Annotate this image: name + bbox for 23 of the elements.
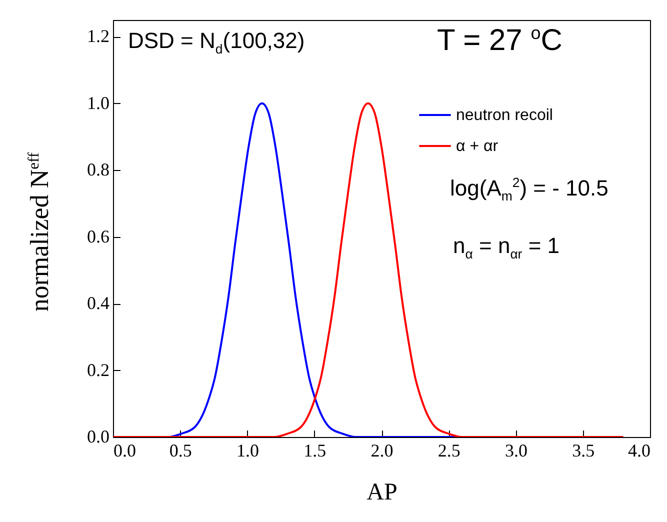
annotation: n$_{α}$ = n$_{αr}$ = 1 bbox=[453, 233, 560, 262]
y-tick-label: 0.2 bbox=[87, 360, 110, 380]
x-tick-label: 1.5 bbox=[304, 440, 326, 460]
y-tick-label: 0.8 bbox=[87, 160, 110, 180]
legend-label: neutron recoil bbox=[456, 107, 553, 124]
annotation: log(A$_{m}$$^{2}$) = - 10.5 bbox=[450, 175, 608, 204]
x-tick-label: 2.0 bbox=[370, 440, 394, 460]
x-tick-label: 0.0 bbox=[114, 440, 136, 460]
annotation: T = 27 $^{o}$C bbox=[437, 23, 562, 57]
x-axis-title: AP bbox=[366, 480, 398, 506]
x-tick-label: 3.0 bbox=[505, 440, 528, 460]
y-tick-label: 1.0 bbox=[87, 92, 110, 113]
x-tick-label: 1.0 bbox=[236, 440, 259, 460]
annotation: DSD = N$_{d}$(100,32) bbox=[128, 28, 305, 56]
x-tick-label: 0.5 bbox=[169, 440, 192, 460]
x-tick-label: 2.5 bbox=[438, 440, 460, 460]
x-tick-label: 4.0 bbox=[628, 440, 650, 460]
legend-label: α + αr bbox=[456, 138, 499, 155]
y-tick-label: 0.4 bbox=[87, 293, 110, 314]
y-tick-label: 0.0 bbox=[87, 426, 110, 446]
y-tick-label: 1.2 bbox=[87, 26, 110, 46]
y-tick-label: 0.6 bbox=[87, 226, 110, 246]
x-tick-label: 3.5 bbox=[572, 440, 595, 460]
